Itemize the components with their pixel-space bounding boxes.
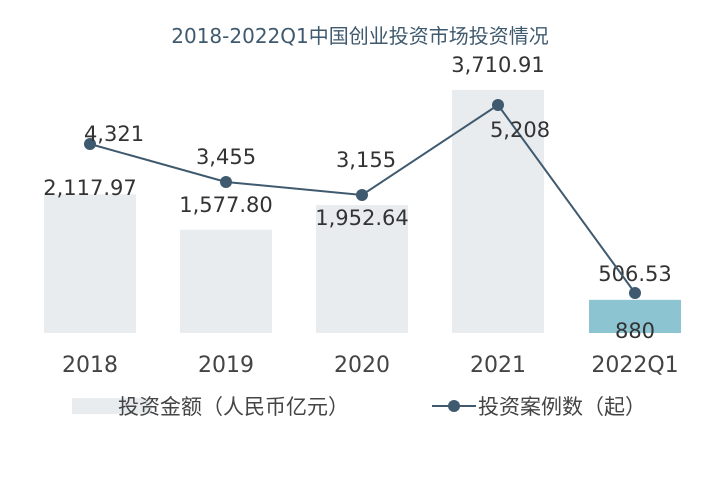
line-point-2021 bbox=[492, 99, 504, 111]
bar-2020 bbox=[316, 205, 408, 333]
x-tick-label: 2022Q1 bbox=[591, 353, 678, 378]
line-value-label: 3,155 bbox=[336, 148, 396, 172]
bar-value-label: 2,117.97 bbox=[43, 176, 137, 200]
line-point-2022Q1 bbox=[629, 287, 641, 299]
bar-2018 bbox=[44, 194, 136, 333]
x-tick-label: 2021 bbox=[470, 353, 526, 378]
bar-value-label: 506.53 bbox=[598, 262, 671, 286]
bar-series: 2,117.97 1,577.80 1,952.64 3,710.91 506.53 bbox=[43, 53, 681, 333]
legend-bar-label: 投资金额（人民币亿元） bbox=[118, 395, 349, 419]
line-point-2018 bbox=[84, 138, 96, 150]
x-tick-label: 2018 bbox=[62, 353, 118, 378]
line-point-2020 bbox=[356, 189, 368, 201]
line-value-label: 880 bbox=[615, 319, 655, 343]
line-value-label: 4,321 bbox=[84, 122, 144, 146]
line-value-label: 3,455 bbox=[196, 145, 256, 169]
bar-value-label: 3,710.91 bbox=[451, 53, 545, 77]
bar-2021 bbox=[452, 90, 544, 333]
legend-line-label: 投资案例数（起） bbox=[478, 395, 646, 419]
line-value-label: 5,208 bbox=[490, 118, 550, 142]
x-tick-label: 2019 bbox=[198, 353, 254, 378]
x-tick-label: 2020 bbox=[334, 353, 390, 378]
legend-bar-swatch bbox=[72, 398, 152, 414]
bar-value-label: 1,577.80 bbox=[179, 193, 273, 217]
legend-line-marker bbox=[448, 400, 460, 412]
legend: 投资金额（人民币亿元） 投资案例数（起） bbox=[72, 395, 646, 419]
bar-2022Q1 bbox=[589, 299, 681, 333]
line-series: 4,321 3,455 3,155 5,208 880 bbox=[84, 99, 655, 343]
chart-title: 2018-2022Q1中国创业投资市场投资情况 bbox=[171, 24, 548, 48]
bar-2019 bbox=[180, 229, 272, 333]
x-axis: 2018 2019 2020 2021 2022Q1 bbox=[62, 353, 679, 378]
line-point-2019 bbox=[220, 176, 232, 188]
bar-value-label: 1,952.64 bbox=[315, 206, 409, 230]
